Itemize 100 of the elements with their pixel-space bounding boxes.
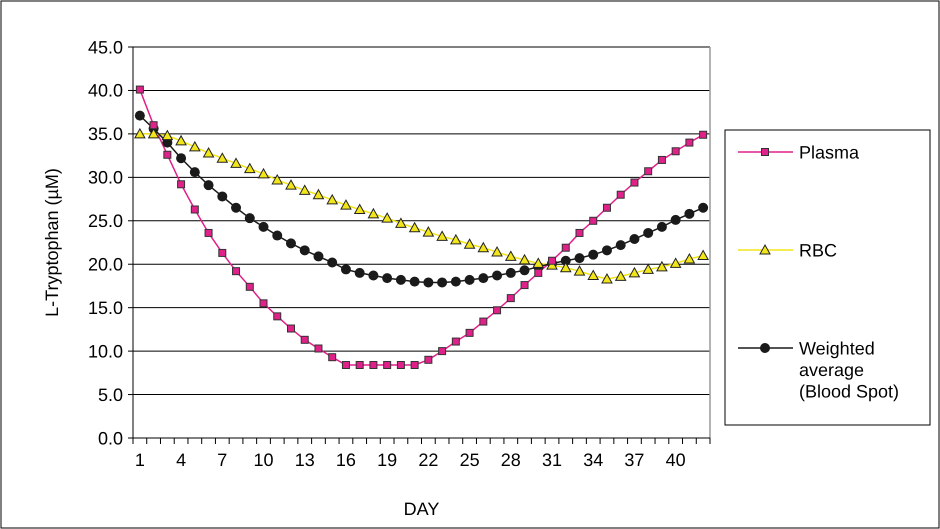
- point: [424, 356, 432, 364]
- point: [464, 274, 475, 285]
- point: [450, 234, 462, 244]
- point: [548, 256, 556, 265]
- point: [644, 167, 652, 176]
- point: [684, 208, 694, 219]
- point: [134, 110, 145, 121]
- y-tick-label: 30.0: [88, 168, 123, 188]
- x-tick-label: 19: [377, 450, 398, 470]
- point: [520, 265, 530, 276]
- point: [356, 361, 364, 370]
- point: [354, 204, 366, 214]
- y-tick-label: 5.0: [98, 384, 123, 405]
- point: [478, 242, 489, 252]
- y-tick-label: 35.0: [88, 124, 123, 144]
- point: [286, 324, 295, 333]
- point: [300, 245, 310, 256]
- point: [601, 273, 612, 284]
- point: [615, 270, 626, 281]
- point: [493, 306, 502, 314]
- point: [382, 212, 393, 223]
- point: [382, 273, 392, 284]
- point: [438, 347, 446, 356]
- point: [150, 121, 158, 130]
- point: [244, 163, 256, 174]
- point: [286, 238, 296, 248]
- point: [354, 268, 365, 278]
- point: [232, 267, 240, 276]
- point: [396, 274, 406, 285]
- x-tick-label: 13: [294, 450, 315, 470]
- point: [684, 254, 695, 264]
- point: [656, 261, 668, 272]
- point: [436, 230, 448, 241]
- x-axis-title: DAY: [404, 499, 440, 519]
- point: [698, 250, 709, 260]
- x-tick-label: 25: [460, 450, 480, 470]
- point: [698, 202, 708, 213]
- point: [340, 264, 351, 274]
- point: [464, 238, 476, 249]
- point: [300, 336, 309, 344]
- point: [272, 174, 283, 184]
- x-tick-label: 22: [418, 450, 438, 470]
- point: [369, 361, 378, 370]
- point: [272, 230, 282, 241]
- point: [409, 222, 420, 232]
- point: [519, 254, 530, 264]
- point: [136, 86, 144, 94]
- point: [314, 344, 322, 353]
- point: [670, 258, 682, 268]
- point: [628, 267, 640, 278]
- y-tick-label: 20.0: [88, 254, 123, 275]
- point: [685, 138, 694, 147]
- point: [246, 282, 254, 291]
- y-tick-label: 15.0: [88, 298, 123, 318]
- point: [162, 130, 173, 140]
- point: [616, 190, 625, 199]
- point: [410, 361, 419, 370]
- point: [479, 318, 488, 326]
- point: [340, 200, 352, 210]
- point: [163, 150, 172, 159]
- point: [534, 268, 542, 277]
- point: [190, 167, 200, 178]
- legend-label: RBC: [799, 240, 838, 260]
- point: [630, 178, 638, 187]
- point: [258, 168, 270, 178]
- x-tick-label: 28: [500, 450, 521, 470]
- x-tick-label: 10: [253, 450, 274, 470]
- point: [574, 253, 584, 264]
- point: [204, 228, 213, 237]
- point: [368, 208, 379, 218]
- x-tick-label: 40: [666, 450, 686, 470]
- point: [395, 218, 406, 228]
- point: [452, 338, 460, 346]
- point: [520, 281, 529, 290]
- x-tick-label: 4: [176, 450, 186, 470]
- x-tick-label: 34: [583, 450, 604, 470]
- legend-label: Plasma: [799, 142, 860, 162]
- point: [285, 180, 296, 190]
- y-tick-label: 40.0: [88, 80, 123, 101]
- point: [699, 130, 708, 139]
- point: [134, 128, 146, 138]
- point: [410, 276, 420, 287]
- point: [260, 299, 268, 308]
- point: [216, 152, 228, 163]
- point: [423, 277, 434, 288]
- point: [670, 214, 681, 225]
- point: [326, 194, 338, 204]
- point: [629, 234, 640, 244]
- point: [204, 180, 214, 190]
- point: [656, 222, 667, 232]
- point: [176, 135, 187, 146]
- point: [588, 270, 599, 280]
- point: [532, 258, 544, 268]
- point: [230, 158, 242, 168]
- point: [368, 270, 378, 281]
- point: [478, 273, 488, 284]
- y-tick-label: 0.0: [98, 428, 123, 448]
- point: [244, 213, 255, 224]
- point: [506, 268, 516, 278]
- point: [658, 156, 666, 164]
